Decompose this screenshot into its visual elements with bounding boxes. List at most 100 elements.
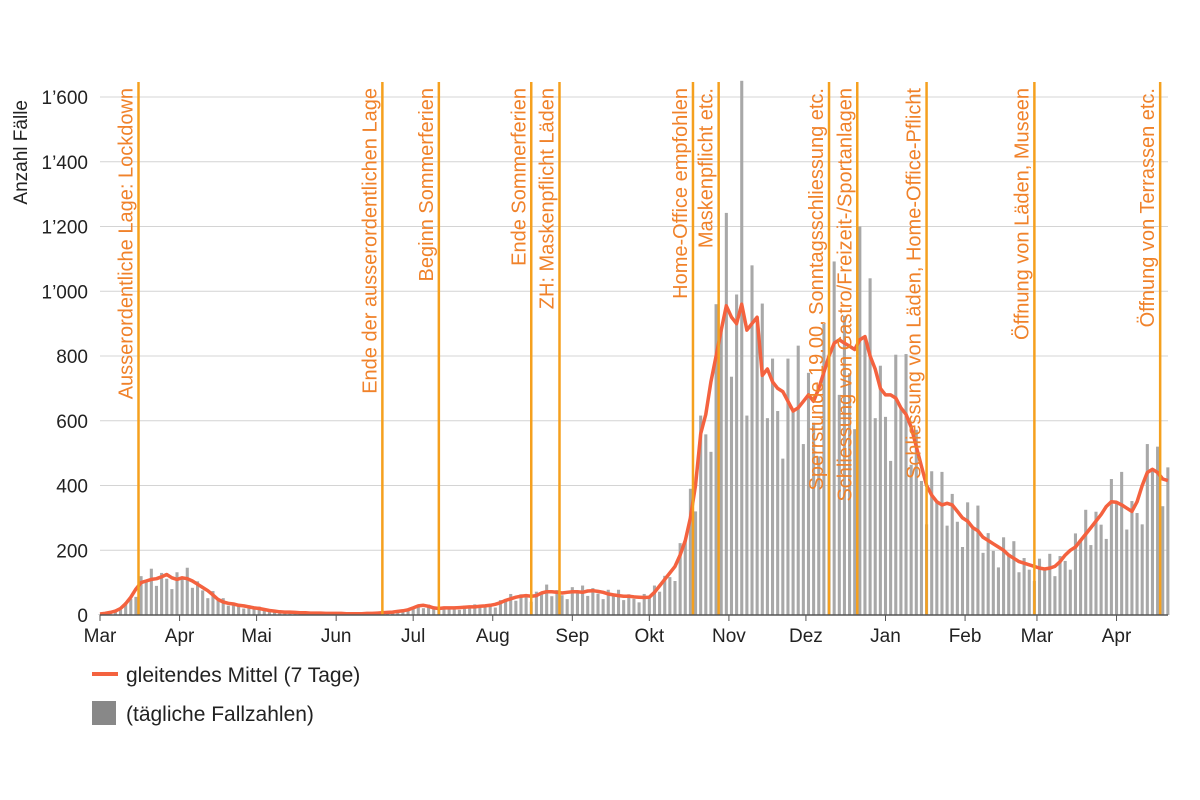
- bar: [904, 354, 908, 615]
- bar: [1166, 467, 1170, 615]
- y-tick-label: 0: [77, 606, 88, 627]
- bar: [1043, 569, 1047, 615]
- bar: [1022, 558, 1026, 615]
- bar: [447, 607, 451, 615]
- bar: [488, 606, 492, 615]
- bar: [622, 600, 626, 615]
- bar: [457, 609, 461, 615]
- bar: [565, 599, 569, 615]
- bar: [781, 458, 785, 615]
- bar: [1125, 529, 1129, 615]
- bar: [745, 415, 749, 615]
- bar: [185, 567, 189, 615]
- bar: [406, 610, 410, 615]
- event-label: Ende der ausserordentlichen Lage: [359, 88, 381, 394]
- x-tick-label: Mar: [84, 626, 117, 647]
- bar: [683, 540, 687, 615]
- bar: [211, 591, 215, 615]
- bar: [930, 471, 934, 615]
- bar: [714, 304, 718, 615]
- bar: [940, 471, 944, 615]
- bar: [663, 575, 667, 615]
- bar: [1079, 540, 1083, 615]
- bar: [468, 606, 472, 615]
- bar: [509, 593, 513, 615]
- bar: [519, 594, 523, 615]
- bar: [724, 212, 728, 615]
- bar: [658, 591, 662, 615]
- y-axis-label: Anzahl Fälle: [11, 100, 32, 205]
- bar: [694, 511, 698, 615]
- bar: [118, 609, 123, 615]
- bar: [252, 607, 256, 615]
- bar: [175, 572, 179, 615]
- bar: [832, 261, 836, 615]
- bar: [642, 593, 646, 615]
- bar: [1068, 569, 1072, 615]
- bar: [1156, 446, 1160, 615]
- bar: [616, 589, 621, 615]
- bar: [1017, 572, 1021, 615]
- bar: [514, 600, 518, 615]
- bar: [504, 600, 508, 615]
- bar: [760, 303, 764, 615]
- bar: [668, 577, 672, 615]
- bar: [899, 407, 903, 615]
- bar: [1027, 569, 1031, 615]
- bar: [704, 434, 708, 615]
- y-tick-label: 1’600: [42, 88, 89, 109]
- bar: [673, 581, 677, 615]
- bar: [889, 460, 893, 615]
- bar: [129, 598, 133, 615]
- bar: [237, 606, 241, 615]
- bar: [740, 80, 744, 615]
- bar: [278, 612, 282, 615]
- bar: [498, 600, 502, 615]
- bar: [868, 278, 872, 615]
- legend-label: gleitendes Mittel (7 Tage): [126, 664, 360, 687]
- bar: [637, 602, 641, 615]
- bar: [560, 595, 564, 615]
- bar: [432, 607, 436, 615]
- bar: [124, 602, 128, 615]
- bar: [165, 578, 169, 615]
- x-tick-label: Jan: [870, 626, 901, 647]
- bar: [1135, 513, 1139, 615]
- bar: [1161, 506, 1165, 615]
- x-tick-label: Aug: [476, 626, 510, 647]
- bar: [1099, 524, 1103, 615]
- x-tick-label: Nov: [712, 626, 746, 647]
- bar: [473, 604, 477, 615]
- bar: [139, 576, 143, 615]
- bar: [134, 596, 138, 615]
- x-tick-label: Mar: [1021, 626, 1054, 647]
- bar: [396, 611, 400, 615]
- bar: [955, 521, 959, 615]
- bar: [267, 610, 271, 615]
- bar: [1114, 502, 1119, 615]
- bar: [858, 226, 862, 615]
- bar: [154, 585, 159, 615]
- y-tick-label: 1’200: [42, 218, 89, 239]
- bar: [606, 589, 610, 615]
- bar: [966, 502, 970, 615]
- x-tick-label: Apr: [165, 626, 195, 647]
- bar: [960, 547, 965, 615]
- bar: [909, 464, 913, 615]
- bar: [539, 592, 544, 615]
- bar: [848, 373, 852, 615]
- bar: [180, 577, 184, 615]
- bar: [883, 416, 888, 615]
- bar: [524, 597, 528, 615]
- bar: [765, 418, 769, 615]
- bar: [729, 376, 734, 615]
- bar: [1058, 556, 1062, 615]
- bar: [257, 606, 261, 615]
- x-tick-label: Mai: [241, 626, 272, 647]
- legend-swatch: [92, 701, 116, 725]
- bar: [442, 609, 446, 615]
- bar: [160, 572, 164, 615]
- bar: [652, 585, 657, 615]
- event-label: Öffnung von Läden, Museen: [1011, 88, 1033, 340]
